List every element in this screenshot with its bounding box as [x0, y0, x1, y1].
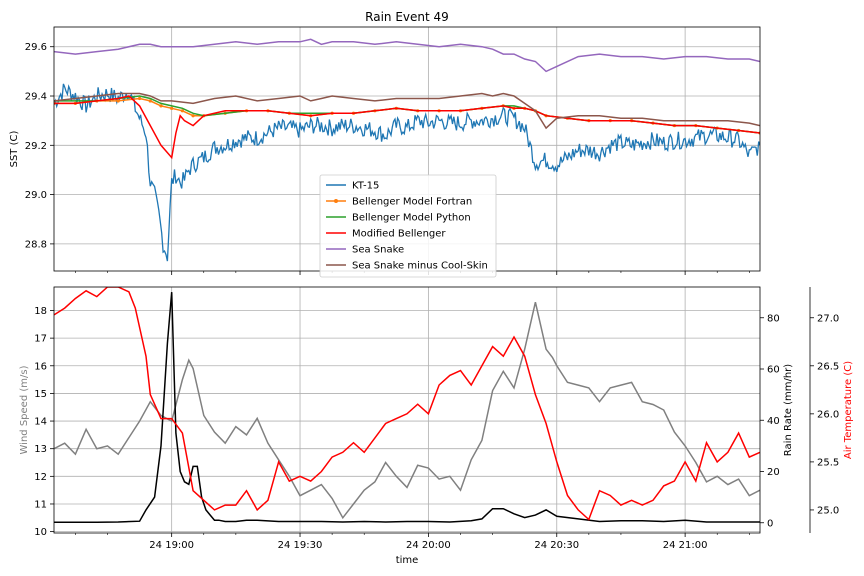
legend-label: Bellenger Model Fortran: [352, 197, 472, 208]
series-line-kt-15: [54, 83, 760, 262]
legend: KT-15 Bellenger Model Fortran Bellenger Mo…: [319, 174, 497, 278]
fortran-marker: [159, 104, 163, 108]
x-tick-label: 24 19:00: [149, 540, 194, 551]
wind-tick-label: 17: [34, 334, 47, 345]
legend-entry-modified-bellenger: Modified Bellenger: [326, 229, 446, 240]
sst-y-tick-label: 29.4: [25, 92, 47, 103]
rain-tick-label: 40: [767, 416, 780, 427]
fortran-marker: [116, 99, 120, 103]
fortran-marker: [170, 106, 174, 110]
wind-tick-label: 16: [34, 361, 47, 372]
time-x-ticks: 24 19:00 24 19:30 24 20:00 24 20:30 24 21:00: [75, 533, 750, 551]
legend-label: Bellenger Model Python: [352, 213, 471, 224]
legend-label: Sea Snake minus Cool-Skin: [352, 261, 488, 272]
fortran-marker: [191, 114, 195, 118]
series-line-wind-speed: [54, 302, 760, 520]
rain-y-ticks: 0 20 40 60 80: [760, 313, 780, 529]
sst-y-tick-label: 28.8: [25, 239, 47, 250]
met-panel: 10 11 12 13 14 15 16 17 18 0 20 40 60 80 25.0 25.5 26.…: [19, 286, 854, 566]
air-temperature-axis-label: Air Temperature (C): [843, 361, 854, 459]
air-temp-tick-label: 25.5: [817, 457, 839, 468]
sst-y-tick-label: 29.0: [25, 190, 47, 201]
series-line-air-temperature: [54, 287, 760, 521]
wind-y-ticks: 10 11 12 13 14 15 16 17 18: [34, 306, 54, 538]
met-axes-frame: [53, 286, 761, 534]
sst-panel: Rain Event 49 28.8 29.0 29.2 29.4 29.6 SST (…: [9, 10, 761, 278]
legend-entry-sea-snake: Sea Snake: [326, 245, 404, 256]
legend-label: KT-15: [352, 181, 379, 192]
wind-tick-label: 15: [34, 389, 47, 400]
legend-entry-kt-15: KT-15: [326, 181, 379, 192]
legend-label: Modified Bellenger: [352, 229, 446, 240]
rain-rate-axis-label: Rain Rate (mm/hr): [783, 364, 794, 456]
air-temp-tick-label: 27.0: [817, 313, 839, 324]
x-tick-label: 24 19:30: [278, 540, 323, 551]
series-line-modified-bellenger: [54, 95, 760, 160]
x-tick-label: 24 20:30: [534, 540, 579, 551]
legend-marker: [334, 199, 338, 203]
rain-tick-label: 20: [767, 467, 780, 478]
legend-label: Sea Snake: [352, 245, 404, 256]
air-temp-tick-label: 25.0: [817, 505, 839, 516]
sst-y-axis-label: SST (C): [9, 131, 20, 168]
sst-y-ticks: 28.8 29.0 29.2 29.4 29.6: [25, 42, 54, 250]
sst-y-tick-label: 29.2: [25, 141, 47, 152]
wind-tick-label: 14: [34, 417, 47, 428]
series-line-rain-rate: [54, 292, 760, 523]
wind-tick-label: 18: [34, 306, 47, 317]
x-tick-label: 24 20:00: [406, 540, 451, 551]
fortran-marker: [137, 96, 142, 101]
wind-tick-label: 10: [34, 527, 47, 538]
wind-tick-label: 11: [34, 499, 47, 510]
rain-tick-label: 60: [767, 365, 780, 376]
wind-speed-axis-label: Wind Speed (m/s): [19, 365, 30, 454]
fortran-marker: [180, 109, 184, 113]
legend-frame: [319, 174, 497, 278]
air-temp-tick-label: 26.0: [817, 409, 839, 420]
fortran-marker: [148, 99, 152, 103]
wind-tick-label: 12: [34, 472, 47, 483]
wind-tick-label: 13: [34, 444, 47, 455]
legend-entry-bellenger-model-python: Bellenger Model Python: [326, 213, 471, 224]
x-axis-label: time: [396, 555, 419, 566]
sst-y-tick-label: 29.6: [25, 42, 47, 53]
series-line-sea-snake: [54, 38, 760, 73]
series-line-sea-snake-minus-cool-skin: [54, 92, 760, 130]
air-temp-tick-label: 26.5: [817, 361, 839, 372]
met-grid: [54, 287, 760, 533]
rain-tick-label: 0: [767, 518, 773, 529]
x-tick-label: 24 21:00: [663, 540, 708, 551]
legend-entry-bellenger-model-fortran: Bellenger Model Fortran: [326, 197, 472, 208]
chart-title: Rain Event 49: [365, 10, 449, 24]
rain-tick-label: 80: [767, 313, 780, 324]
air-temp-y-ticks: 25.0 25.5 26.0 26.5 27.0: [810, 313, 839, 516]
sst-series-lines: [54, 38, 760, 262]
met-series-lines: [54, 287, 760, 523]
legend-entry-sea-snake-minus-cool-skin: Sea Snake minus Cool-Skin: [326, 261, 488, 272]
